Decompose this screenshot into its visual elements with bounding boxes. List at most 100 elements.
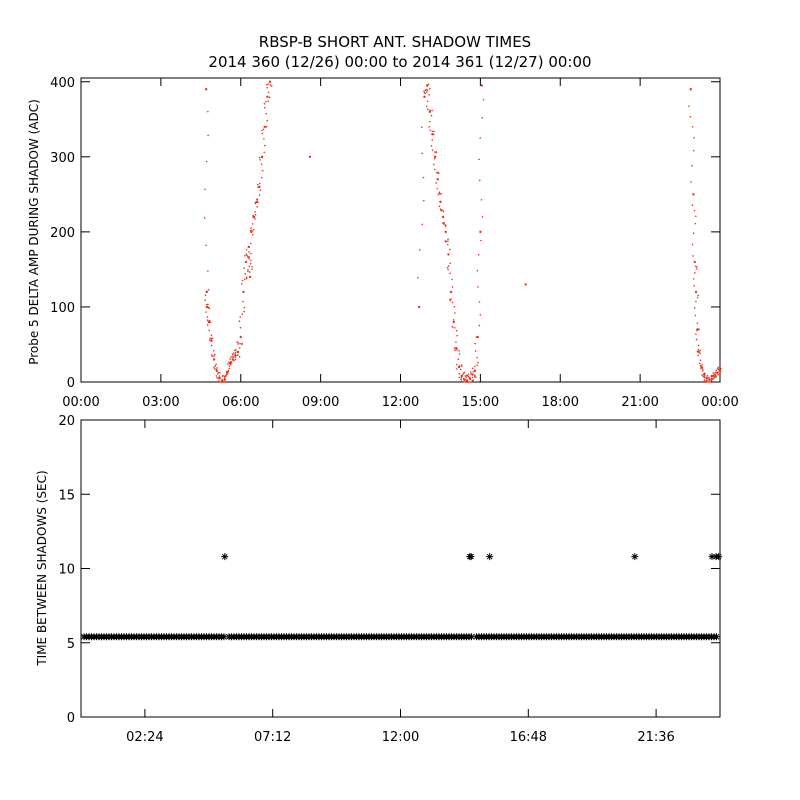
top-data-point [478,179,481,182]
top-data-point [435,182,437,184]
top-data-point [256,206,259,208]
top-data-point [257,186,259,189]
top-data-point [702,370,704,372]
top-data-point [428,87,431,90]
top-data-point [247,269,249,271]
top-data-point [270,85,273,87]
top-data-point [712,372,715,374]
top-data-point [433,157,436,160]
top-data-point [451,286,454,288]
top-data-point [432,163,435,166]
top-data-point [456,334,459,337]
top-data-point [244,254,246,257]
top-data-point [436,187,438,190]
top-data-point [217,377,220,379]
top-data-point [221,379,224,381]
top-data-point [259,189,262,191]
top-data-point [693,136,695,139]
top-data-point [249,262,252,265]
top-data-point [714,374,717,377]
top-data-point [422,199,425,202]
top-data-point [223,378,226,381]
top-data-point [476,364,478,366]
top-data-point [695,300,697,303]
top-data-point [421,152,424,155]
top-data-point [455,341,457,343]
top-data-point [267,91,270,94]
top-data-point [266,95,269,98]
top-data-point [213,355,215,357]
top-data-point [481,116,484,119]
top-data-point [697,348,700,351]
top-data-point [438,192,441,195]
top-data-point [707,376,710,379]
top-data-point [459,368,462,371]
top-data-point [474,350,477,352]
top-data-point [452,319,455,321]
top-data-point [267,83,270,85]
top-data-point [451,301,454,304]
top-data-point [215,375,218,377]
top-data-point [203,217,206,219]
top-data-point [469,378,471,380]
top-data-point [252,216,254,218]
top-data-point [458,376,460,379]
top-data-point [436,172,438,174]
top-data-point [258,194,261,196]
top-data-point [227,363,229,365]
top-data-point [465,379,467,381]
top-data-point [692,149,695,152]
top-data-point [261,129,263,132]
top-data-point [458,372,461,375]
outlier-asterisk [221,553,229,561]
top-data-point [308,155,312,159]
top-data-point [253,215,256,218]
top-data-point [434,168,436,171]
top-data-point [426,89,429,91]
top-data-point [219,372,221,374]
top-data-point [431,149,434,151]
top-data-point [425,84,429,87]
top-data-point [694,314,697,317]
top-data-point [476,269,479,272]
top-data-point [699,352,701,355]
top-data-point [245,253,248,255]
top-data-point [234,349,236,352]
top-data-point [708,378,711,381]
top-data-point [463,371,466,374]
top-data-point [698,328,700,331]
chart-subtitle: 2014 360 (12/26) 00:00 to 2014 361 (12/2… [208,53,591,71]
top-data-point [693,272,696,274]
top-data-point [252,229,255,231]
top-data-point [447,253,450,256]
bottom-x-tick-label: 12:00 [382,730,419,745]
top-data-point [720,367,722,370]
top-data-point [242,300,244,303]
top-data-point [204,188,206,191]
top-data-point [719,366,721,368]
top-data-point [245,248,248,251]
top-data-point [224,375,227,377]
top-data-point [206,316,209,318]
top-data-point [241,282,243,285]
top-data-point [204,88,208,91]
top-data-point [250,227,252,230]
top-data-point [268,80,272,83]
top-data-point [436,178,439,181]
top-data-point [234,354,237,357]
top-data-point [204,294,207,296]
top-data-point [213,366,215,368]
top-data-point [249,229,252,232]
top-data-point [266,119,269,122]
top-data-point [482,98,485,101]
top-data-point [205,244,207,247]
top-data-point [421,223,424,226]
top-data-point [460,380,463,382]
top-data-point [218,375,221,377]
top-data-point [238,355,241,358]
top-data-point [715,369,718,372]
top-data-point [254,211,256,213]
top-data-point [437,193,440,196]
top-data-point [456,368,458,370]
top-data-point [239,326,242,329]
